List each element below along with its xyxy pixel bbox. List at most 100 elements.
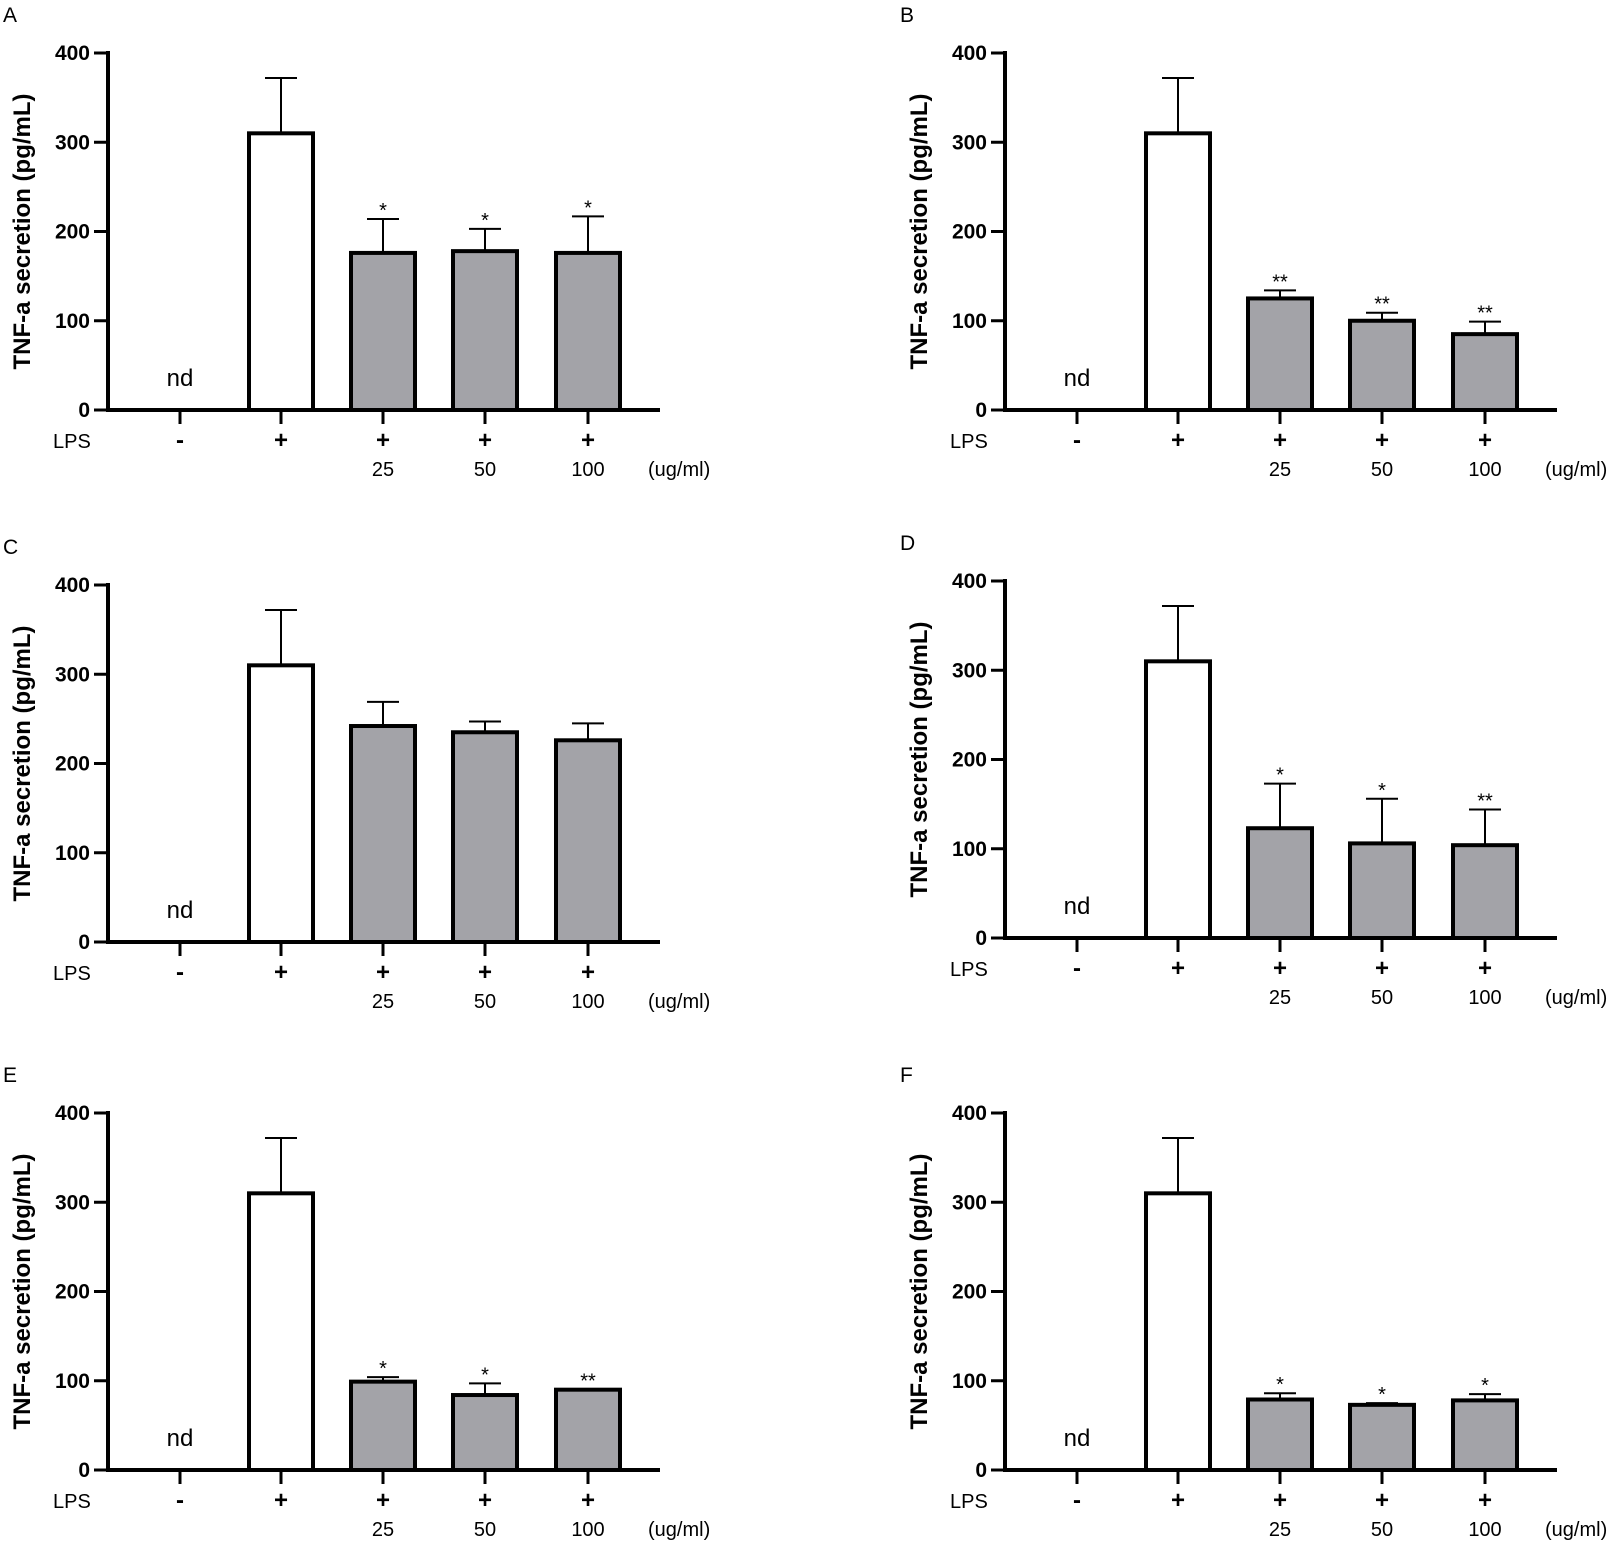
bar xyxy=(247,1191,315,1472)
significance-marker: * xyxy=(379,200,387,222)
row-label-lps: LPS xyxy=(950,431,988,453)
chart-panel-a: A TNF-a secretion (pg/mL) 0 100 200 300 400 nd -… xyxy=(3,4,710,481)
y-tick-label: 300 xyxy=(55,1191,90,1214)
bar xyxy=(1348,841,1416,940)
concentration-label: 100 xyxy=(1468,987,1501,1009)
chart-panel-f: F TNF-a secretion (pg/mL) 0 100 200 300 400 nd -… xyxy=(900,1064,1607,1541)
y-tick-label: 200 xyxy=(952,1281,987,1304)
bar xyxy=(554,250,622,412)
y-tick-label: 300 xyxy=(55,663,90,686)
bar xyxy=(554,1387,622,1472)
lps-sign: - xyxy=(176,1487,184,1514)
y-tick-label: 100 xyxy=(952,1370,987,1393)
y-tick-label: 300 xyxy=(55,131,90,154)
concentration-label: 100 xyxy=(1468,1519,1501,1541)
bar xyxy=(1144,1191,1212,1472)
row-label-lps: LPS xyxy=(53,1491,91,1513)
unit-label: (ug/ml) xyxy=(648,991,710,1013)
lps-sign: + xyxy=(274,1487,288,1514)
concentration-label: 100 xyxy=(571,459,604,481)
y-tick-label: 400 xyxy=(55,574,90,597)
lps-sign: + xyxy=(1478,427,1492,454)
concentration-label: 25 xyxy=(372,459,394,481)
unit-label: (ug/ml) xyxy=(1545,1519,1607,1541)
row-label-lps: LPS xyxy=(950,1491,988,1513)
y-tick-label: 200 xyxy=(952,221,987,244)
y-tick-label: 0 xyxy=(78,399,90,422)
lps-sign: - xyxy=(1073,955,1081,982)
y-tick-label: 100 xyxy=(952,310,987,333)
lps-sign: + xyxy=(581,427,595,454)
panel-letter: F xyxy=(900,1064,913,1087)
lps-sign: + xyxy=(581,1487,595,1514)
lps-sign: + xyxy=(1375,427,1389,454)
concentration-label: 25 xyxy=(1269,1519,1291,1541)
lps-sign: - xyxy=(1073,427,1081,454)
y-axis-label: TNF-a secretion (pg/mL) xyxy=(9,93,36,369)
significance-marker: ** xyxy=(1272,271,1288,293)
y-tick-label: 400 xyxy=(952,42,987,65)
concentration-label: 25 xyxy=(1269,459,1291,481)
y-tick-label: 300 xyxy=(952,1191,987,1214)
concentration-label: 50 xyxy=(474,459,496,481)
y-tick-label: 400 xyxy=(55,1102,90,1125)
y-tick-label: 0 xyxy=(975,399,987,422)
y-tick-label: 100 xyxy=(55,1370,90,1393)
concentration-label: 50 xyxy=(474,991,496,1013)
lps-sign: + xyxy=(376,427,390,454)
chart-panel-c: C TNF-a secretion (pg/mL) 0 100 200 300 400 nd -… xyxy=(3,536,710,1013)
lps-sign: + xyxy=(478,1487,492,1514)
bar xyxy=(1246,826,1314,940)
lps-sign: + xyxy=(1273,955,1287,982)
panel-letter: B xyxy=(900,4,914,27)
unit-label: (ug/ml) xyxy=(648,1519,710,1541)
lps-sign: + xyxy=(478,959,492,986)
concentration-label: 100 xyxy=(571,1519,604,1541)
nd-label: nd xyxy=(1064,893,1091,920)
nd-label: nd xyxy=(1064,365,1091,392)
bar xyxy=(247,663,315,944)
y-tick-label: 100 xyxy=(55,310,90,333)
row-label-lps: LPS xyxy=(950,959,988,981)
lps-sign: + xyxy=(376,1487,390,1514)
y-tick-label: 0 xyxy=(975,927,987,950)
concentration-label: 50 xyxy=(1371,459,1393,481)
significance-marker: ** xyxy=(580,1371,596,1393)
nd-label: nd xyxy=(167,897,194,924)
y-axis-label: TNF-a secretion (pg/mL) xyxy=(906,93,933,369)
panel-letter: C xyxy=(3,536,18,559)
lps-sign: - xyxy=(176,427,184,454)
unit-label: (ug/ml) xyxy=(648,459,710,481)
significance-marker: * xyxy=(1378,1384,1386,1406)
lps-sign: + xyxy=(581,959,595,986)
bar xyxy=(554,738,622,944)
concentration-label: 100 xyxy=(1468,459,1501,481)
lps-sign: + xyxy=(1273,427,1287,454)
significance-marker: ** xyxy=(1477,303,1493,325)
significance-marker: ** xyxy=(1477,790,1493,812)
nd-label: nd xyxy=(167,365,194,392)
lps-sign: + xyxy=(478,427,492,454)
lps-sign: + xyxy=(274,959,288,986)
significance-marker: * xyxy=(379,1358,387,1380)
bar xyxy=(349,1379,417,1472)
bar xyxy=(451,730,519,944)
y-tick-label: 100 xyxy=(55,842,90,865)
significance-marker: * xyxy=(481,210,489,232)
y-tick-label: 200 xyxy=(55,221,90,244)
bar xyxy=(1144,131,1212,412)
bar xyxy=(451,249,519,412)
bar xyxy=(1451,843,1519,940)
concentration-label: 50 xyxy=(1371,987,1393,1009)
nd-label: nd xyxy=(1064,1425,1091,1452)
y-tick-label: 300 xyxy=(952,131,987,154)
significance-marker: * xyxy=(481,1364,489,1386)
lps-sign: + xyxy=(1171,427,1185,454)
bar xyxy=(349,250,417,412)
y-axis-label: TNF-a secretion (pg/mL) xyxy=(906,1153,933,1429)
significance-marker: * xyxy=(1276,765,1284,787)
significance-marker: * xyxy=(1276,1374,1284,1396)
bar xyxy=(1144,659,1212,940)
y-tick-label: 400 xyxy=(952,1102,987,1125)
lps-sign: + xyxy=(1375,955,1389,982)
